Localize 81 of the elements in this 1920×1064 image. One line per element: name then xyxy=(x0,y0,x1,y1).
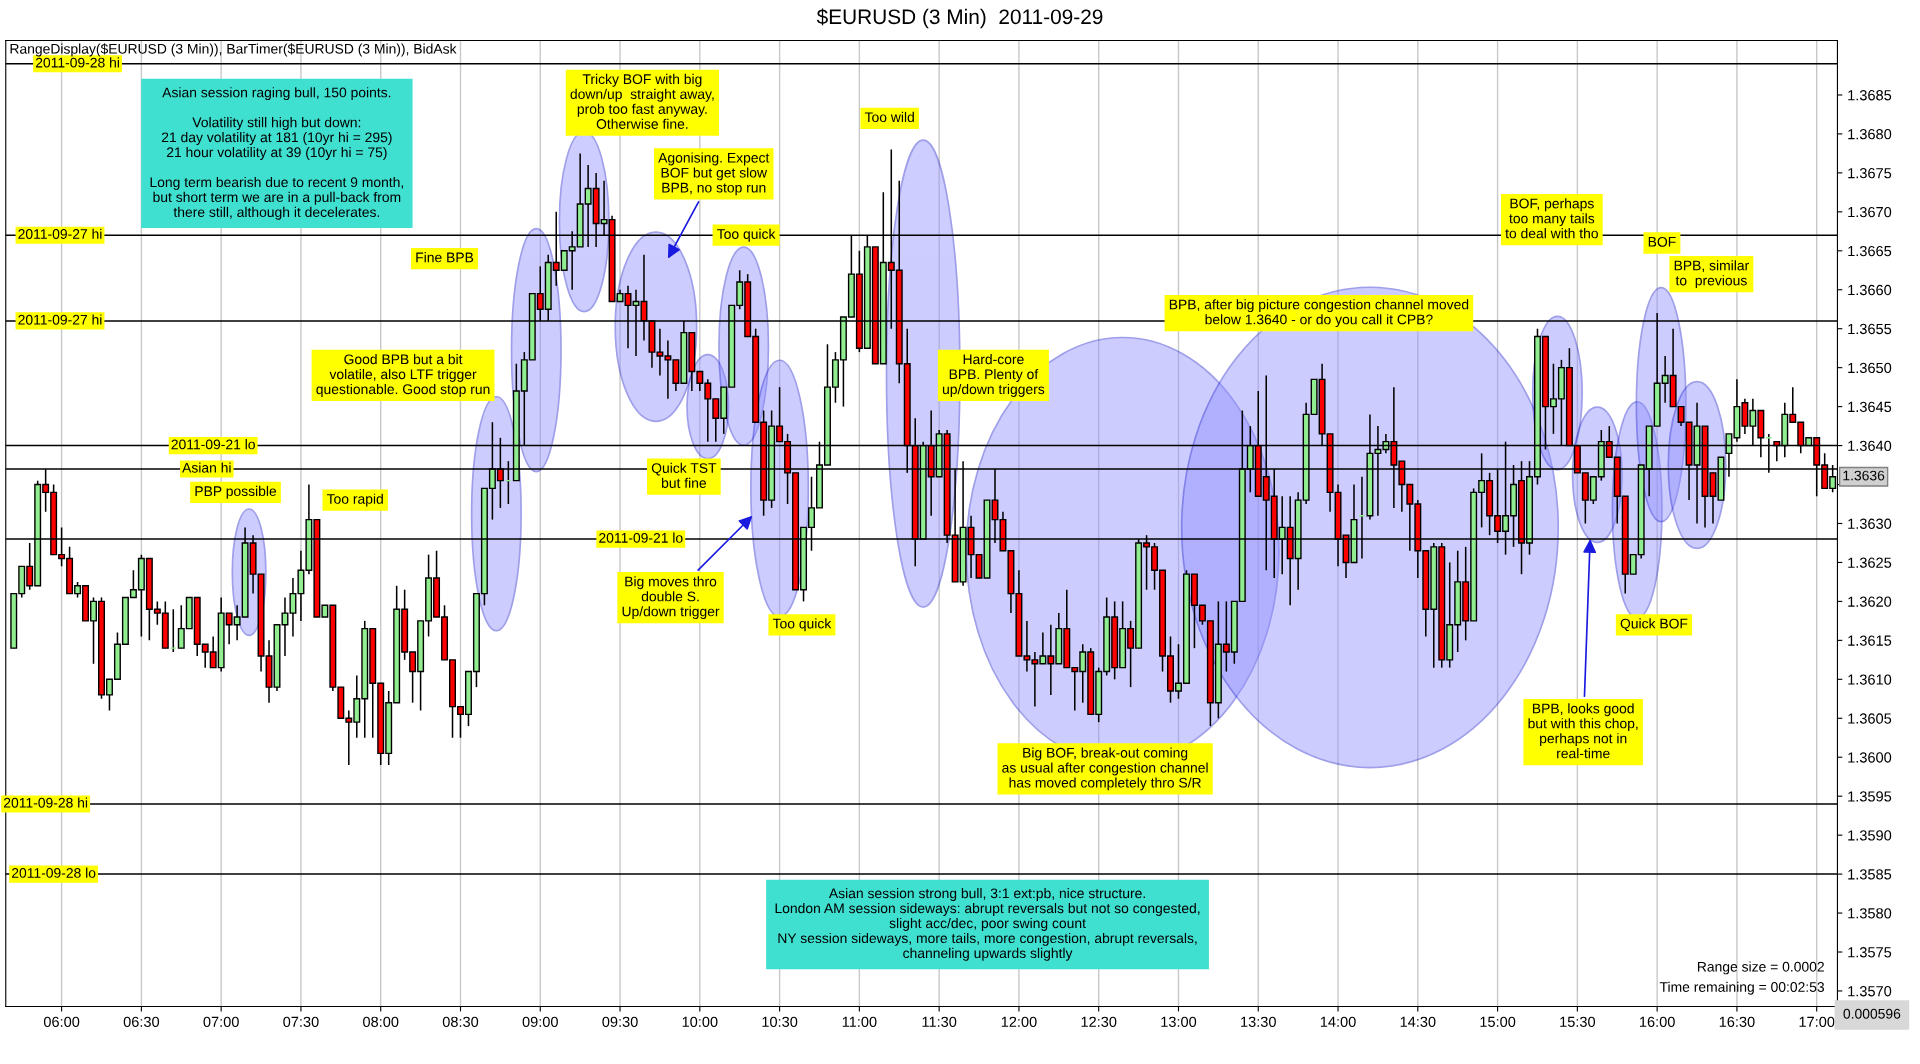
y-tick-label: 1.3620 xyxy=(1848,596,1892,607)
annotation: Big moves thro double S. Up/down trigger xyxy=(622,576,720,620)
x-tick-label: 08:30 xyxy=(442,1016,479,1027)
annotation: Tricky BOF with big down/up straight away, prob too fast anyway. Otherwise fine. xyxy=(570,73,714,129)
y-tick-label: 1.3615 xyxy=(1848,635,1892,646)
annotation: Asian session strong bull, 3:1 ext:pb, nice structure. London AM session sideways: abrupt reversals but not so congested, slight acc/dec, poor swing count NY session sideways, more tails, more congestion, abrupt reversals, channeling upwards slightly xyxy=(775,888,1200,961)
x-tick-label: 09:00 xyxy=(522,1016,558,1027)
annotation: Quick TST but fine xyxy=(651,462,717,488)
y-tick-label: 1.3660 xyxy=(1848,284,1892,296)
ref-line-label: 2011-09-21 lo xyxy=(599,532,683,543)
annotation: PBP possible xyxy=(195,485,277,499)
ref-line-label: 2011-09-27 hi xyxy=(18,314,102,325)
annotation: Time remaining = 00:02:53 xyxy=(1659,981,1825,995)
y-tick-label: 1.3640 xyxy=(1848,440,1892,451)
annotation: Agonising. Expect BOF but get slow BPB, no stop run xyxy=(658,152,770,196)
x-tick-label: 13:30 xyxy=(1241,1016,1276,1027)
annotation: BPB, similar to previous xyxy=(1674,260,1749,289)
x-tick-label: 13:00 xyxy=(1161,1016,1197,1027)
x-tick-label: 10:30 xyxy=(762,1016,798,1027)
x-tick-label: 14:00 xyxy=(1320,1016,1356,1027)
ref-line-label: 2011-09-27 hi xyxy=(18,228,102,239)
annotation: Hard-core BPB. Plenty of up/down triggers xyxy=(942,354,1045,397)
x-tick-label: 16:00 xyxy=(1640,1016,1675,1027)
y-tick-label: 1.3650 xyxy=(1848,362,1892,374)
y-tick-label: 1.3665 xyxy=(1848,245,1892,257)
x-tick-label: 14:30 xyxy=(1400,1016,1436,1027)
annotation: Too rapid xyxy=(326,493,383,507)
x-tick-label: 12:00 xyxy=(1001,1016,1037,1027)
x-tick-label: 11:30 xyxy=(922,1016,957,1027)
y-tick-label: 1.3630 xyxy=(1848,518,1892,529)
x-tick-label: 08:00 xyxy=(363,1016,399,1027)
y-tick-label: 1.3605 xyxy=(1848,713,1892,724)
y-tick-label: 1.3580 xyxy=(1848,908,1892,919)
x-tick-label: 07:30 xyxy=(283,1016,319,1027)
y-tick-label: 1.3675 xyxy=(1848,167,1892,179)
y-tick-label: 1.3610 xyxy=(1848,674,1892,685)
annotation: RangeDisplay($EURUSD (3 Min)), BarTimer($EURUSD (3 Min)), BidAsk xyxy=(10,43,457,57)
y-tick-label: 1.3600 xyxy=(1848,752,1892,763)
y-tick-label: 1.3680 xyxy=(1848,129,1892,140)
annotation: BPB, after big picture congestion channel moved below 1.3640 - or do you call it CPB? xyxy=(1169,299,1469,328)
y-tick-label: 1.3625 xyxy=(1848,557,1892,568)
annotation: Quick BOF xyxy=(1620,618,1688,631)
text: Asian session raging bull, 150 points. Volatility still high but down: 21 day volatility at 181 (10yr hi = 295) 21 hour volatility at 39 (10yr hi = 75) Long term bearish due to recent 9 month, but short term we are in a pull-back from there still, although it decelerates. xyxy=(150,87,403,220)
ref-line-label: Asian hi xyxy=(182,462,231,473)
annotation: BPB, looks good but with this chop, perhaps not in real-time xyxy=(1528,703,1638,759)
y-tick-label: 1.3570 xyxy=(1848,986,1892,997)
annotation: BOF, perhaps too many tails to deal with tho xyxy=(1505,198,1598,239)
ref-line-label: 2011-09-28 hi xyxy=(4,797,88,808)
x-tick-label: 06:30 xyxy=(123,1016,160,1027)
y-tick-label: 1.3645 xyxy=(1848,401,1892,413)
x-tick-label: 06:00 xyxy=(43,1016,80,1027)
ref-line-label: 2011-09-28 hi xyxy=(35,57,119,68)
annotation: Too quick xyxy=(772,618,832,632)
text: 0.000596 xyxy=(1843,1008,1901,1019)
y-tick-label: 1.3585 xyxy=(1848,869,1892,880)
annotation: Range size = 0.0002 xyxy=(1697,961,1824,975)
y-tick-label: 1.3670 xyxy=(1848,206,1892,218)
y-tick-label: 1.3685 xyxy=(1848,90,1892,101)
x-tick-label: 15:00 xyxy=(1480,1016,1516,1027)
annotation: Big BOF, break-out coming as usual after congestion channel has moved completely thro S/R xyxy=(1002,747,1208,791)
x-tick-label: 12:30 xyxy=(1081,1016,1117,1027)
annotation: Good BPB but a bit volatile, also LTF trigger questionable. Good stop run xyxy=(316,354,490,397)
annotation: BOF xyxy=(1648,236,1676,247)
x-tick-label: 17:00 xyxy=(1799,1016,1835,1027)
y-tick-label: 1.3575 xyxy=(1848,947,1892,958)
x-tick-label: 15:30 xyxy=(1560,1016,1596,1027)
annotation: Fine BPB xyxy=(416,252,474,263)
x-tick-label: 09:30 xyxy=(602,1016,638,1027)
annotation: Too quick xyxy=(717,228,776,242)
y-tick-label: 1.3655 xyxy=(1848,323,1892,335)
chart-title: $EURUSD (3 Min) 2011-09-29 xyxy=(816,8,1103,29)
x-tick-label: 10:00 xyxy=(682,1016,718,1027)
ref-line-label: 2011-09-28 lo xyxy=(11,867,96,878)
x-tick-label: 11:00 xyxy=(842,1016,877,1027)
ref-line-label: 2011-09-21 lo xyxy=(171,439,255,450)
annotation: 1.3636 xyxy=(1843,470,1885,481)
y-tick-label: 1.3590 xyxy=(1848,830,1892,841)
annotation: Too wild xyxy=(864,111,914,123)
x-tick-label: 07:00 xyxy=(203,1016,239,1027)
y-tick-label: 1.3595 xyxy=(1848,791,1892,802)
x-tick-label: 16:30 xyxy=(1719,1016,1755,1027)
